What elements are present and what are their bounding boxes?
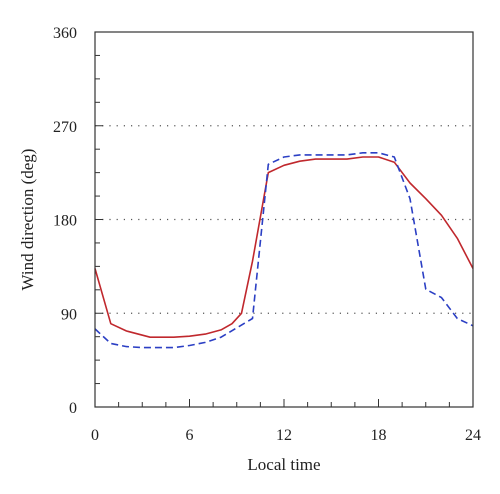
x-tick-label: 18 xyxy=(371,427,387,444)
y-tick-label: 90 xyxy=(61,306,77,323)
y-tick-label: 360 xyxy=(53,25,77,42)
y-tick-label: 0 xyxy=(69,400,77,417)
y-tick-label: 180 xyxy=(53,213,77,230)
x-tick-label: 12 xyxy=(276,427,292,444)
x-tick-label: 6 xyxy=(186,427,194,444)
series-line-2-dashed xyxy=(94,152,474,349)
gridlines xyxy=(95,125,473,314)
series-line-1-solid xyxy=(94,156,474,339)
series xyxy=(94,152,474,349)
x-tick-label: 0 xyxy=(91,427,99,444)
x-tick-label: 24 xyxy=(465,427,481,444)
x-axis-title: Local time xyxy=(247,455,320,474)
y-tick-label: 270 xyxy=(53,119,77,136)
axis-ticks xyxy=(94,31,474,408)
tick-labels: 0 6 12 18 24 0 90 180 270 360 xyxy=(53,25,481,444)
y-axis-title: Wind direction (deg) xyxy=(18,149,37,291)
plot-frame xyxy=(94,31,474,408)
